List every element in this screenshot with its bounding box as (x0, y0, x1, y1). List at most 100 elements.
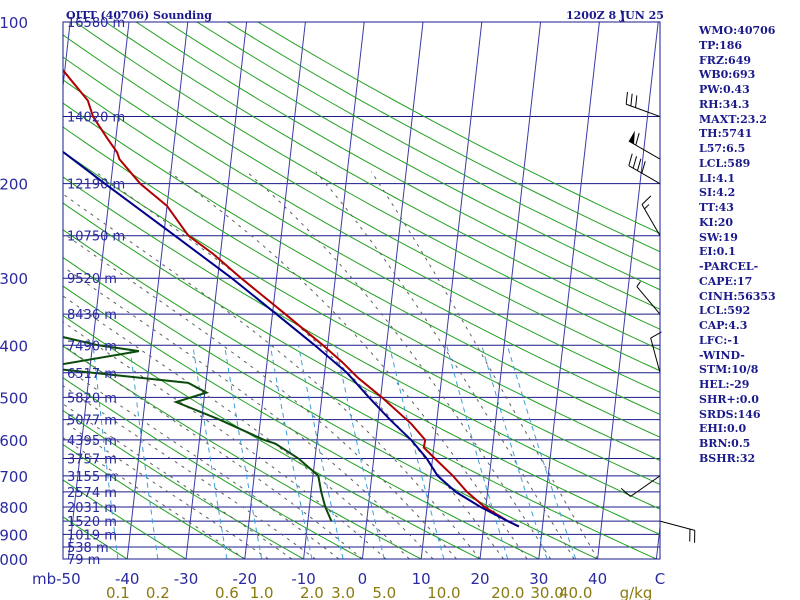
moist-adiabat-line (63, 403, 293, 559)
sounding-index: LFC:-1 (699, 333, 740, 347)
dry-adiabat-line (63, 202, 660, 535)
height-label: 2031 m (67, 501, 117, 516)
sounding-index: CAPE:17 (699, 274, 753, 288)
dry-adiabat-line (63, 126, 660, 462)
height-label: 538 m (67, 541, 109, 556)
height-label: 14020 m (67, 111, 125, 126)
parcel-profile (63, 150, 520, 528)
sounding-index: MAXT:23.2 (699, 112, 767, 126)
dry-adiabat-line (63, 516, 128, 559)
mixing-ratio-label: 0.6 (215, 584, 239, 600)
mixing-ratio-line (335, 345, 385, 559)
plot-frame (62, 21, 661, 560)
station-title: OITT (40706) Sounding (66, 9, 212, 22)
pressure-tick-label: 300 (0, 270, 28, 288)
sounding-index: HEL:-29 (699, 378, 750, 391)
sounding-index: LCL:589 (699, 156, 751, 170)
temperature-tick-label: -50 (56, 570, 81, 588)
moist-adiabat-line (63, 295, 410, 559)
mixing-ratio-label: 10.0 (427, 584, 460, 600)
dry-adiabat-line (63, 79, 660, 416)
height-label: 7490 m (67, 339, 117, 354)
dry-adiabat-line (63, 229, 657, 559)
sounding-index: TT:43 (699, 201, 734, 214)
height-label: 3155 m (67, 470, 117, 485)
moist-adiabat-line (246, 171, 552, 559)
sounding-index: SW:19 (699, 230, 738, 244)
sounding-index: STM:10/8 (699, 363, 759, 377)
height-label: 16580 m (67, 16, 125, 31)
wind-barb (628, 130, 661, 160)
dry-adiabat-line (63, 102, 660, 438)
dry-adiabat-line (105, 22, 660, 330)
temperature-unit-label: C (655, 570, 665, 588)
temperature-tick-label: 40 (588, 570, 607, 588)
wind-barb (628, 153, 661, 185)
wind-barb (636, 281, 661, 315)
temperature-tick-label: -40 (115, 570, 140, 588)
dry-adiabat-line (63, 314, 481, 559)
moist-adiabat-line (63, 193, 481, 559)
dewpoint-profile (63, 336, 333, 522)
dry-adiabat-line (196, 22, 660, 271)
mixing-ratio-unit-label: g/kg (620, 584, 653, 600)
dry-adiabat-line (74, 22, 660, 351)
dry-adiabat-line (227, 22, 660, 253)
mixing-ratio-label: 1.0 (250, 584, 274, 600)
isotherm-line (597, 22, 659, 559)
mixing-ratio-line (129, 345, 159, 559)
wind-barb (620, 475, 661, 497)
height-label: 4395 m (67, 434, 117, 449)
mixing-ratio-label: 0.1 (106, 584, 130, 600)
sounding-index: BSHR:32 (699, 451, 756, 465)
isotherm-line (185, 22, 248, 559)
mixing-ratio-line (298, 345, 344, 559)
height-label: 5077 m (67, 414, 117, 429)
mixing-ratio-label: 40.0 (559, 584, 592, 600)
wind-barb (625, 91, 661, 118)
dry-adiabat-line (63, 479, 187, 559)
isotherm-line (67, 22, 130, 559)
height-label: 5820 m (67, 391, 117, 406)
dry-adiabat-line (63, 176, 660, 510)
dry-adiabat-line (63, 256, 598, 559)
sounding-index: -PARCEL- (699, 260, 759, 273)
dry-adiabat-line (63, 345, 422, 559)
sounding-index: EHI:0.0 (699, 422, 747, 436)
sounding-index: SI:4.2 (699, 186, 736, 200)
moist-adiabat-line (168, 171, 528, 559)
sounding-index: KI:20 (699, 215, 734, 229)
dry-adiabat-line (63, 56, 660, 393)
moist-adiabat-line (63, 420, 269, 559)
sounding-index: LCL:592 (699, 304, 751, 318)
sounding-index: RH:34.3 (699, 97, 750, 111)
isotherm-line (244, 22, 306, 559)
mixing-ratio-label: 0.2 (146, 584, 170, 600)
mixing-ratio-label: 30.0 (530, 584, 563, 600)
pressure-tick-label: 400 (0, 337, 28, 355)
moist-adiabat-line (63, 385, 316, 559)
height-label: 1019 m (67, 528, 117, 543)
moist-adiabat-line (63, 232, 457, 559)
mixing-ratio-line (192, 345, 228, 559)
sounding-index: L57:6.5 (699, 142, 746, 155)
profiles-layer (63, 68, 520, 528)
isotherm-line (420, 22, 483, 559)
sounding-index: FRZ:649 (699, 53, 752, 67)
isotherm-line (303, 22, 365, 559)
temperature-tick-label: -20 (233, 570, 258, 588)
pressure-tick-label: 600 (0, 432, 28, 450)
isotherm-line (538, 22, 600, 559)
grid-layer (63, 22, 660, 559)
dry-adiabat-line (63, 151, 660, 486)
sounding-indices-panel: WMO:40706 TP:186 FRZ:649 WB0:693 PW:0.43 RH:3… (699, 24, 776, 467)
isotherm-line (479, 22, 542, 559)
temperature-tick-label: 0 (358, 570, 368, 588)
sounding-index: -WIND- (699, 348, 745, 362)
dry-adiabat-line (63, 377, 363, 559)
pressure-tick-label: 900 (0, 526, 28, 544)
mixing-ratio-label: 20.0 (491, 584, 524, 600)
temperature-tick-label: -10 (291, 570, 316, 588)
temperature-tick-label: 20 (470, 570, 489, 588)
